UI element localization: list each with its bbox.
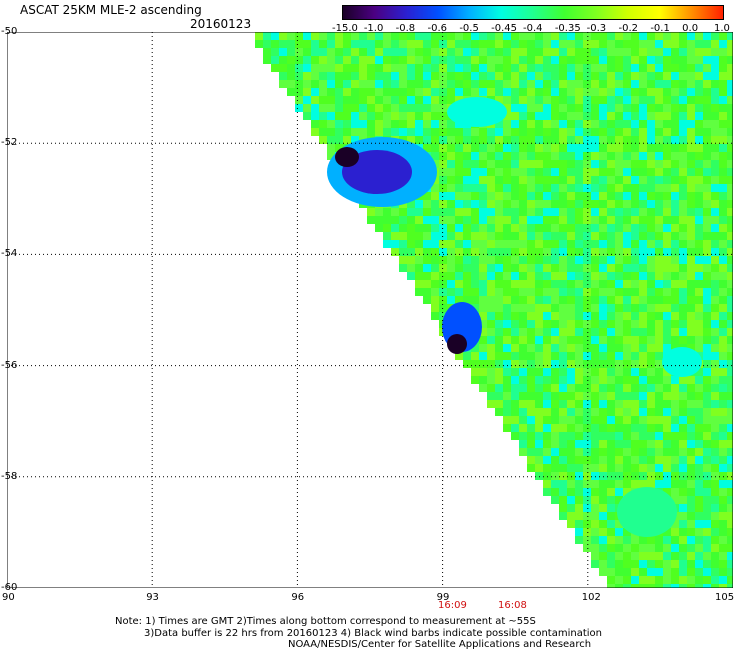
latitude-label: -56 [1, 359, 18, 371]
pass-time-label: 16:08 [498, 600, 527, 611]
footnote-line-3: NOAA/NESDIS/Center for Satellite Applica… [288, 639, 592, 650]
latitude-label: -50 [1, 26, 18, 37]
color-scale-label: 1.0 [714, 23, 730, 34]
color-scale-label: -0.3 [586, 23, 607, 34]
longitude-label: 93 [146, 592, 159, 603]
color-scale-label: -0.4 [523, 23, 543, 34]
longitude-label: 105 [715, 592, 735, 603]
color-scale-label: -0.45 [491, 23, 518, 34]
latitude-label: -52 [1, 137, 18, 149]
latitude-label: -54 [1, 248, 18, 260]
longitude-label: 90 [2, 592, 15, 603]
color-scale-label: -0.5 [459, 23, 479, 34]
color-scale-label: -0.8 [395, 23, 416, 34]
footnote-line-1: Note: 1) Times are GMT 2)Times along bot… [115, 616, 536, 627]
longitude-label: 102 [581, 592, 601, 603]
longitude-label: 96 [291, 592, 305, 603]
footnote-line-2: 3)Data buffer is 22 hrs from 20160123 4)… [144, 628, 602, 639]
map-title: ASCAT 25KM MLE-2 ascending [20, 3, 202, 17]
color-scale-label: -0.6 [427, 23, 448, 34]
color-scale-label: -0.2 [618, 23, 639, 34]
map-date: 20160123 [190, 17, 252, 31]
color-scale-label: -0.1 [650, 23, 670, 34]
color-scale-label: -1.0 [363, 23, 384, 34]
latitude-label: -60 [1, 582, 18, 593]
mle-map-plot [7, 32, 733, 588]
color-scale-bar [342, 5, 724, 20]
pass-time-label: 16:09 [438, 600, 467, 611]
latitude-label: -58 [1, 470, 18, 482]
color-scale-label: -0.35 [554, 23, 581, 34]
color-scale-label: 0.0 [682, 23, 699, 34]
color-scale-label: -15.0 [332, 23, 358, 34]
longitude-label: 99 [436, 592, 450, 603]
